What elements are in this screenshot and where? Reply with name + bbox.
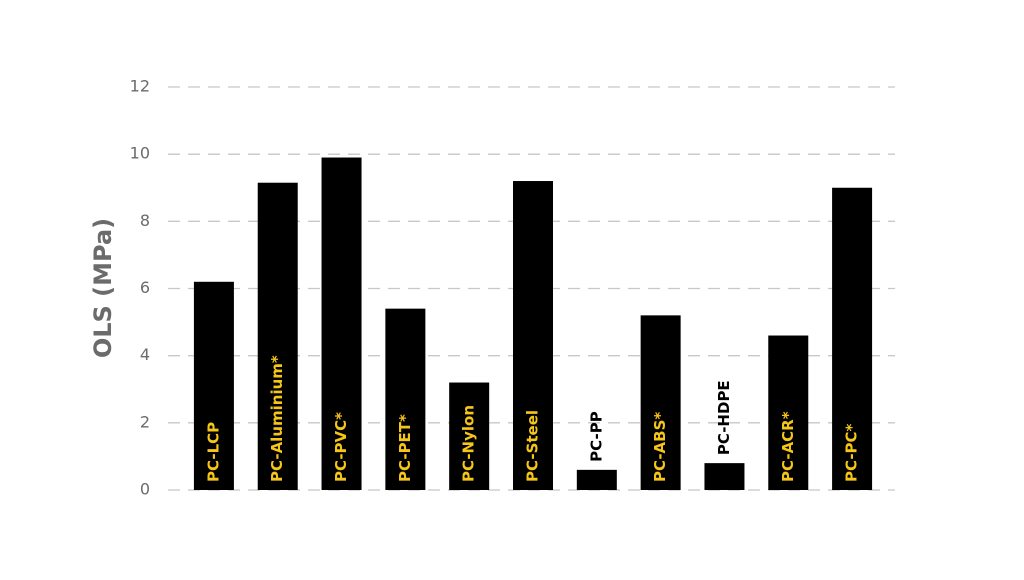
y-tick-label: 10 xyxy=(130,144,150,163)
y-tick-label: 4 xyxy=(140,345,150,364)
y-tick-label: 12 xyxy=(130,77,150,96)
bar-label: PC-ACR* xyxy=(779,411,797,482)
bar-label: PC-PP xyxy=(587,411,605,462)
y-tick-label: 6 xyxy=(140,278,150,297)
bar xyxy=(513,181,553,491)
y-tick-label: 2 xyxy=(140,412,150,431)
y-tick-label: 8 xyxy=(140,211,150,230)
bar xyxy=(321,157,362,490)
bar-label: PC-Nylon xyxy=(460,405,478,482)
y-axis-title: OLS (MPa) xyxy=(89,218,117,358)
bar xyxy=(193,281,234,490)
bar xyxy=(832,187,873,490)
bar-label: PC-LCP xyxy=(204,422,222,482)
bar-label: PC-PVC* xyxy=(332,412,350,482)
bar xyxy=(640,315,681,490)
y-tick-label: 0 xyxy=(140,480,150,499)
bar xyxy=(257,182,298,490)
bar-label: PC-ABS* xyxy=(651,412,669,482)
bar-label: PC-PC* xyxy=(843,423,861,482)
bar xyxy=(704,463,745,490)
bar-label: PC-Aluminium* xyxy=(268,355,286,482)
bar xyxy=(576,469,617,490)
bar-label: PC-Steel xyxy=(524,410,542,482)
bar xyxy=(768,335,809,490)
bar xyxy=(449,382,490,490)
bar-label: PC-PET* xyxy=(396,414,414,482)
bar xyxy=(385,308,426,490)
bar-label: PC-HDPE xyxy=(715,380,733,455)
